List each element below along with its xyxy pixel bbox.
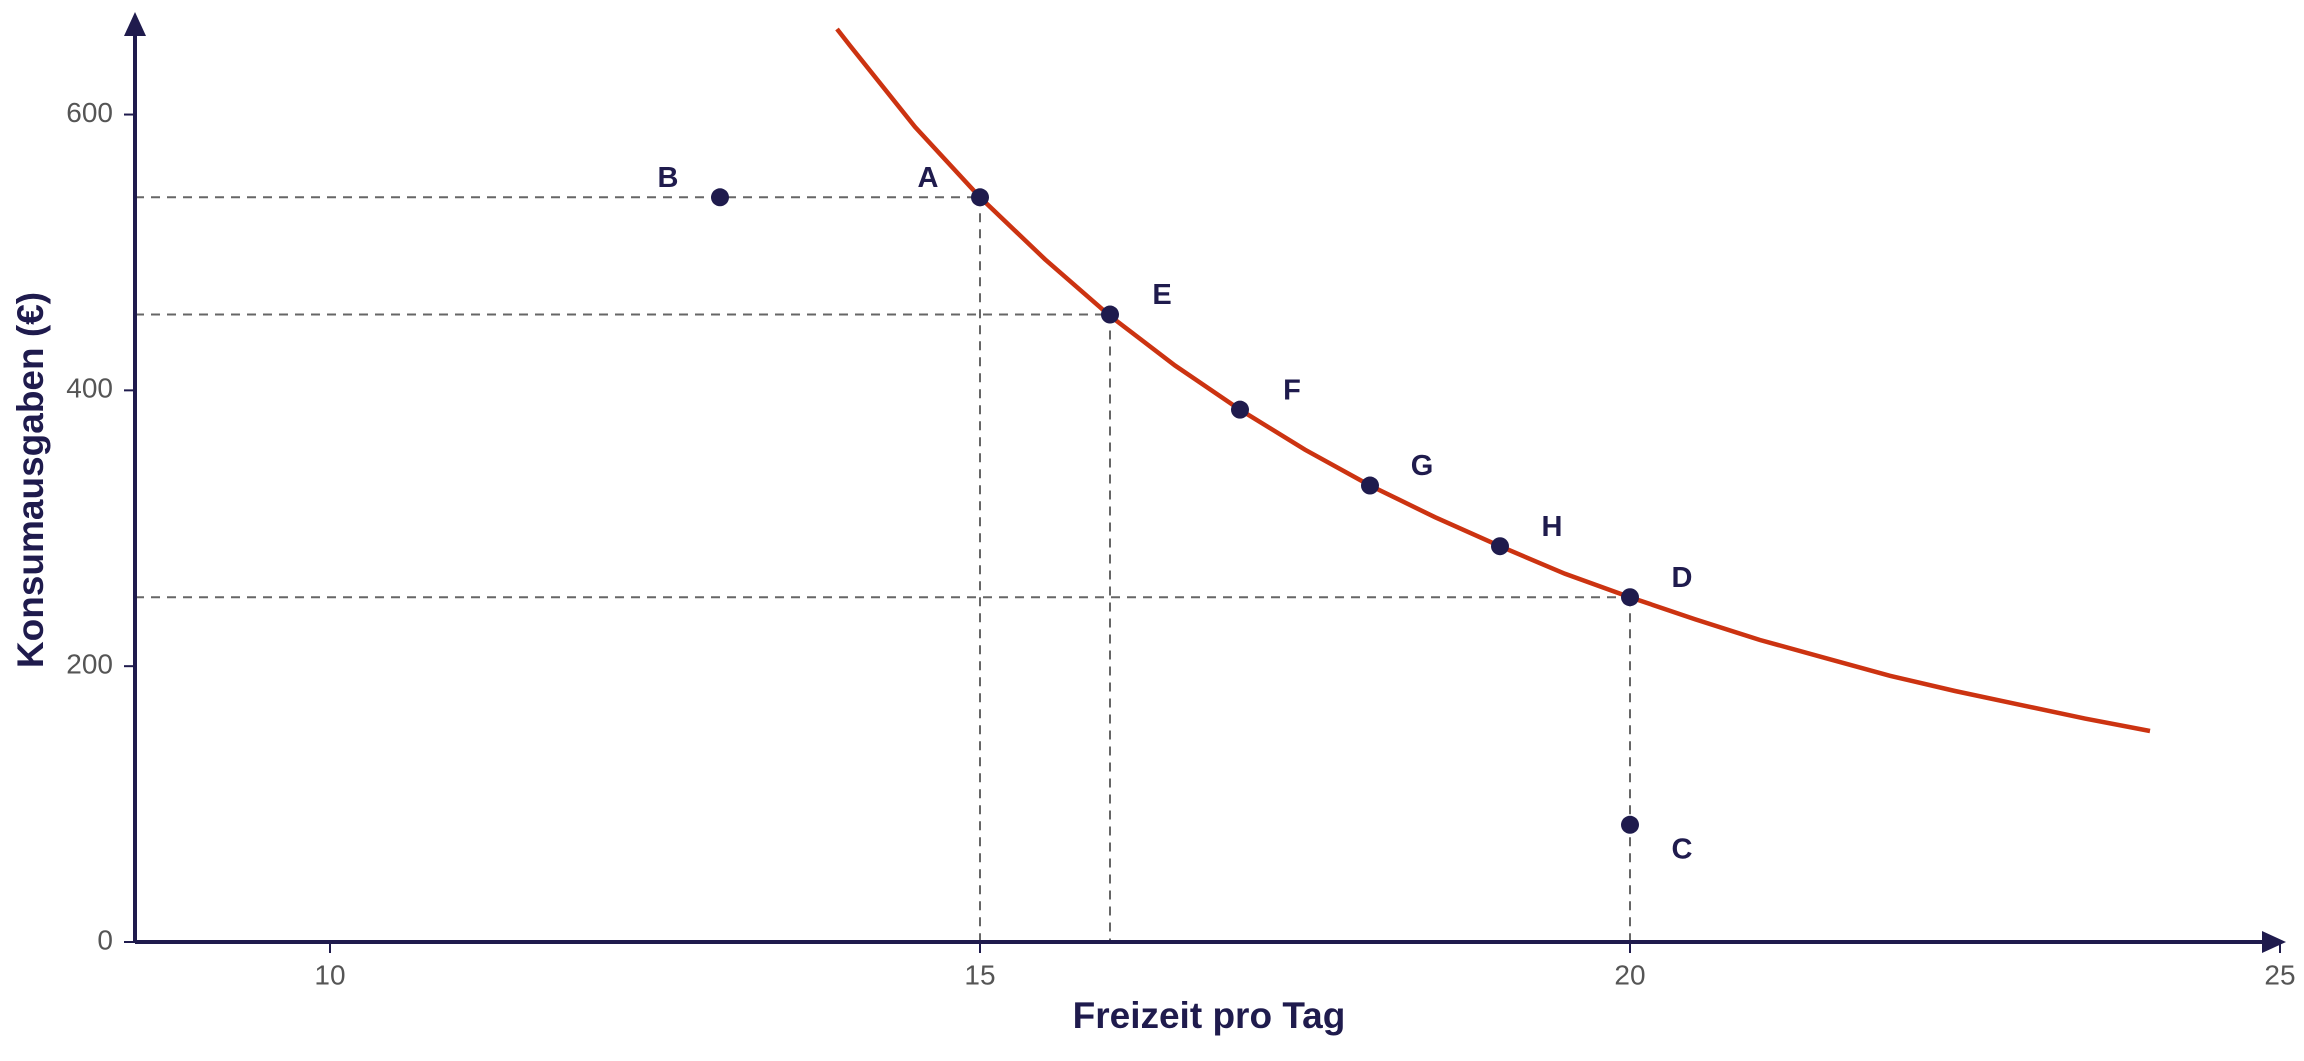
point-label: G [1411, 450, 1434, 482]
point [1361, 476, 1379, 495]
point [1621, 588, 1639, 607]
point-label: A [918, 162, 939, 194]
point [1491, 537, 1509, 556]
y-tick-label: 600 [66, 97, 113, 128]
point [1231, 400, 1249, 419]
y-axis-title: Konsumausgaben (€) [10, 292, 51, 668]
point-label: D [1672, 562, 1693, 594]
x-axis-title: Freizeit pro Tag [1073, 995, 1346, 1036]
y-tick-label: 400 [66, 373, 113, 404]
x-tick-label: 15 [964, 959, 995, 990]
y-tick-label: 0 [97, 924, 113, 955]
point [971, 188, 989, 207]
point-label: B [658, 162, 679, 194]
y-axis-arrow [124, 12, 146, 36]
indifference-curve [835, 27, 2151, 734]
point-label: F [1283, 374, 1301, 406]
point-label: C [1672, 833, 1693, 865]
x-tick-label: 20 [1614, 959, 1645, 990]
x-axis-arrow [2262, 931, 2286, 953]
x-tick-label: 10 [314, 959, 345, 990]
point-label: H [1542, 511, 1563, 543]
y-tick-label: 200 [66, 649, 113, 680]
point-label: E [1152, 279, 1171, 311]
point [1621, 815, 1639, 834]
point [711, 188, 729, 207]
x-tick-label: 25 [2264, 959, 2295, 990]
point [1101, 305, 1119, 324]
